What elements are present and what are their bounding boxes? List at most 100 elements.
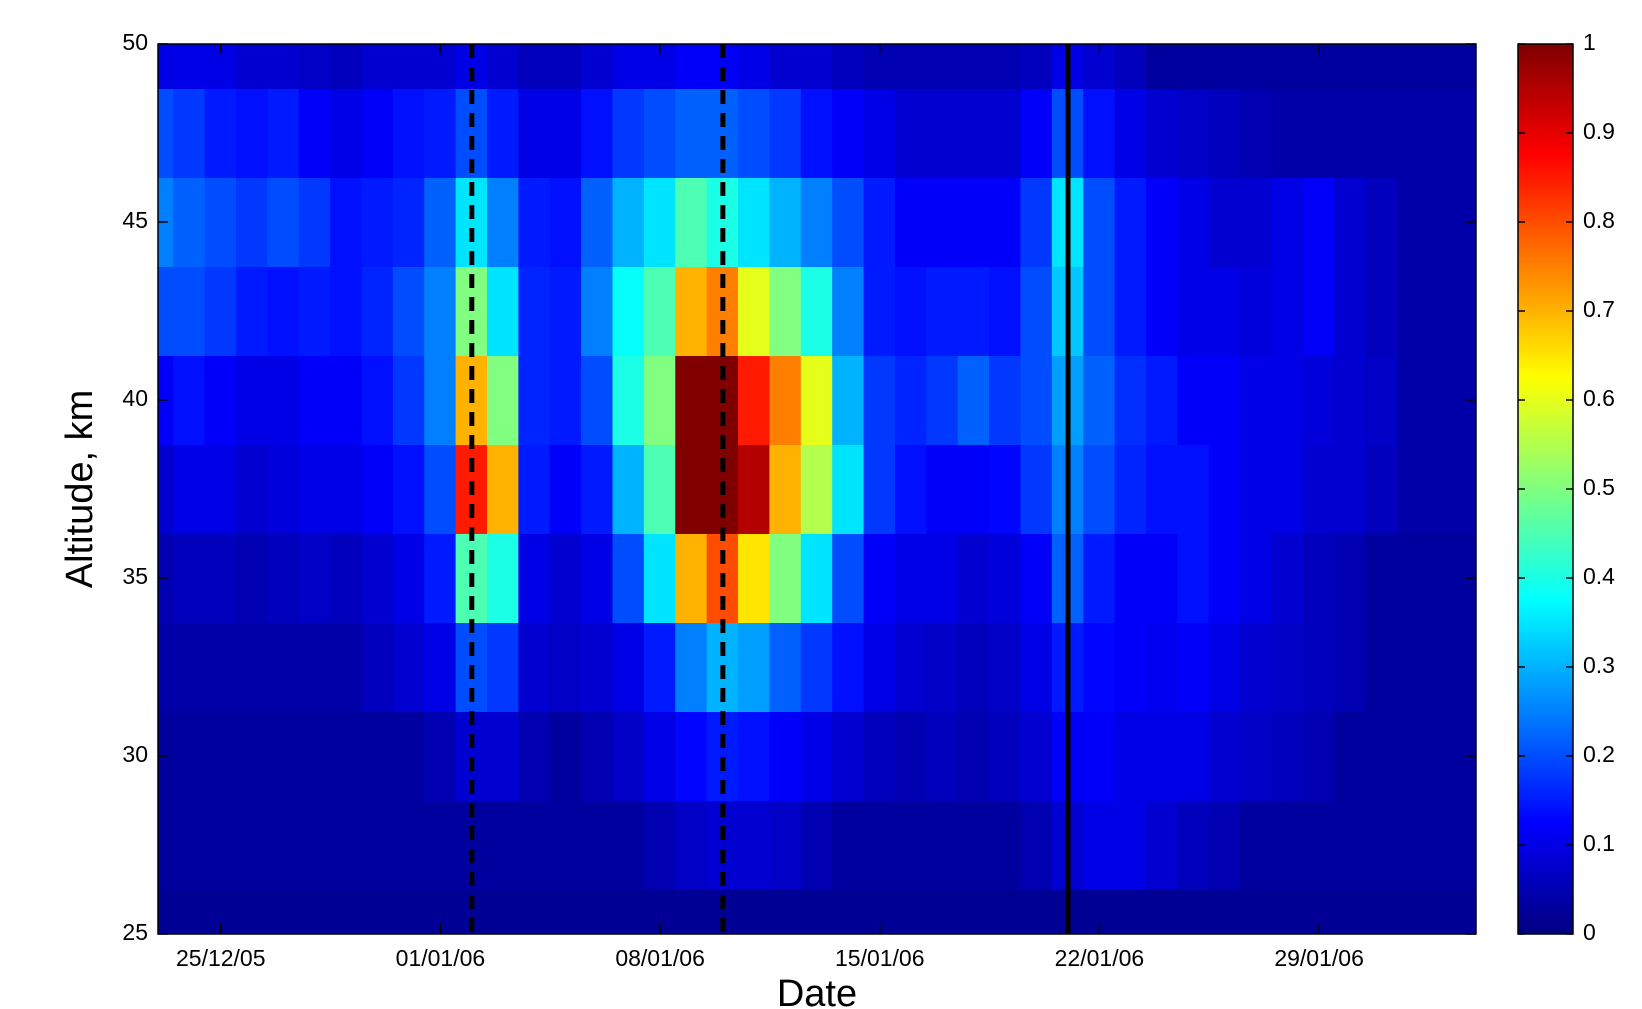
contour-cell — [1114, 177, 1147, 267]
contour-cell — [643, 533, 677, 623]
contour-cell — [204, 444, 237, 534]
contour-cell — [173, 444, 206, 534]
contour-cell — [1208, 177, 1242, 267]
contour-cell — [267, 800, 300, 890]
contour-cell — [298, 177, 332, 267]
contour-cell — [1334, 800, 1367, 890]
contour-cell — [1208, 800, 1242, 890]
contour-cell — [392, 44, 426, 89]
contour-cell — [989, 444, 1022, 534]
contour-cell — [267, 533, 300, 623]
contour-cell — [1271, 622, 1304, 712]
contour-cell — [643, 355, 677, 445]
contour-cell — [769, 88, 802, 178]
contour-cell — [581, 266, 614, 356]
contour-cell — [612, 889, 645, 934]
contour-cell — [800, 622, 834, 712]
contour-cell — [330, 800, 363, 890]
contour-cell — [800, 266, 834, 356]
contour-cell — [863, 88, 896, 178]
contour-cell — [863, 177, 896, 267]
contour-cell — [675, 44, 708, 89]
contour-cell — [1208, 444, 1242, 534]
contour-cell — [235, 88, 269, 178]
colorbar-tick-label: 0.7 — [1583, 296, 1615, 322]
contour-cell — [1302, 355, 1336, 445]
contour-cell — [235, 177, 269, 267]
plot-frame — [157, 43, 1477, 935]
contour-cell — [1083, 355, 1116, 445]
contour-cell — [298, 622, 332, 712]
contour-cell — [926, 622, 959, 712]
contour-cell — [832, 444, 865, 534]
colorbar-tick-label: 0.4 — [1583, 563, 1615, 589]
contour-cell — [1240, 889, 1273, 934]
contour-cell — [832, 889, 865, 934]
contour-cell — [1177, 266, 1210, 356]
contour-cell — [173, 355, 206, 445]
contour-cell — [1114, 533, 1147, 623]
contour-cell — [894, 533, 928, 623]
contour-cell — [1428, 88, 1461, 178]
contour-cell — [330, 533, 363, 623]
contour-cell — [832, 266, 865, 356]
contour-cell — [424, 88, 457, 178]
contour-cell — [1146, 355, 1179, 445]
y-tick-label: 35 — [122, 563, 148, 589]
contour-cell — [518, 88, 551, 178]
contour-cell — [1428, 177, 1461, 267]
contour-cell — [1240, 355, 1273, 445]
contour-cell — [863, 800, 896, 890]
contour-cell — [392, 355, 426, 445]
contour-cell — [1271, 800, 1304, 890]
contour-cell — [1334, 533, 1367, 623]
contour-cell — [926, 800, 959, 890]
contour-cell — [738, 44, 771, 89]
contour-cell — [424, 800, 457, 890]
contour-cell — [235, 711, 269, 801]
contour-cell — [267, 622, 300, 712]
contour-cell — [330, 177, 363, 267]
colorbar-tick-label: 0.3 — [1583, 652, 1615, 678]
contour-cell — [989, 889, 1022, 934]
contour-cell — [769, 177, 802, 267]
contour-cell — [518, 355, 551, 445]
contour-cell — [769, 889, 802, 934]
contour-cell — [894, 355, 928, 445]
colorbar-tick-label: 1 — [1583, 29, 1596, 55]
contour-cell — [267, 177, 300, 267]
contour-cell — [926, 444, 959, 534]
contour-cell — [957, 266, 991, 356]
contour-cell — [158, 622, 175, 712]
contour-cell — [675, 622, 708, 712]
contour-cell — [738, 444, 771, 534]
contour-cell — [1146, 44, 1179, 89]
contour-cell — [1459, 622, 1476, 712]
contour-cell — [989, 533, 1022, 623]
contour-cell — [330, 266, 363, 356]
contour-cell — [518, 44, 551, 89]
contour-cell — [1334, 889, 1367, 934]
contour-cell — [1397, 88, 1430, 178]
contour-cell — [267, 266, 300, 356]
contour-cell — [926, 266, 959, 356]
contour-cell — [957, 533, 991, 623]
contour-cell — [612, 622, 645, 712]
contour-cell — [989, 177, 1022, 267]
contour-cell — [518, 800, 551, 890]
contour-cell — [330, 889, 363, 934]
contour-cell — [1365, 266, 1399, 356]
contour-cell — [204, 88, 237, 178]
contour-cell — [1208, 889, 1242, 934]
contour-cell — [1302, 177, 1336, 267]
contour-cell — [1334, 266, 1367, 356]
contour-cell — [1334, 444, 1367, 534]
contour-cell — [518, 444, 551, 534]
contour-cell — [1271, 444, 1304, 534]
contour-cell — [1271, 177, 1304, 267]
contour-cell — [643, 444, 677, 534]
contour-cell — [267, 44, 300, 89]
colorbar-tick-label: 0.9 — [1583, 118, 1615, 144]
contour-cell — [769, 444, 802, 534]
contour-cell — [1397, 800, 1430, 890]
